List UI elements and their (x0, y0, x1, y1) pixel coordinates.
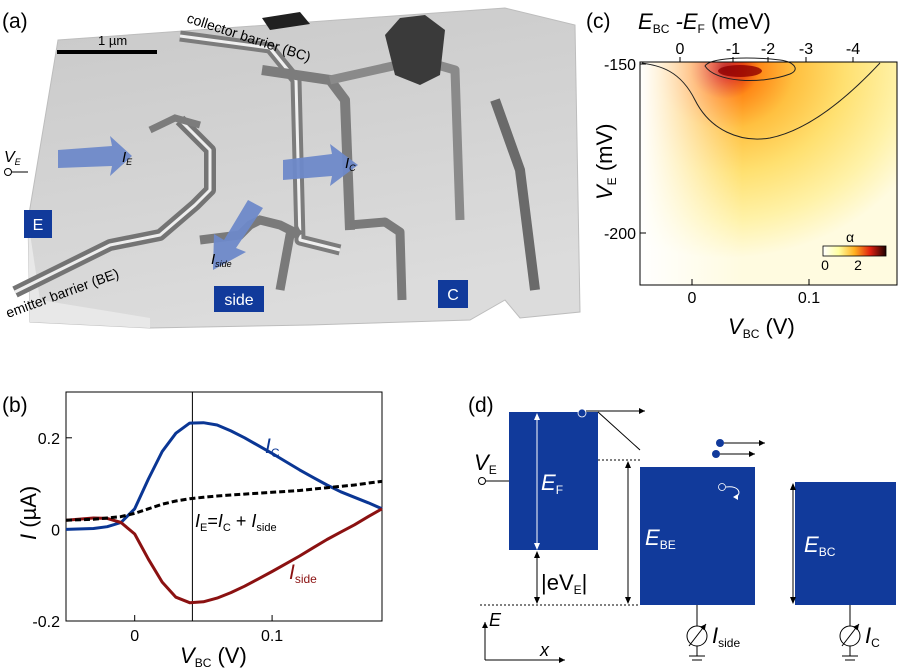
heatmap-peak (718, 65, 762, 77)
surface-defect-2 (262, 12, 310, 30)
plot-b-series (65, 421, 383, 605)
VE-contact (4, 168, 12, 176)
heatmap-contour-inner (704, 57, 796, 82)
y-tick-label: 0 (51, 522, 60, 539)
terminal-E: E (33, 217, 44, 234)
surface-defect (385, 15, 445, 85)
collector-block (795, 482, 896, 605)
series-label-IC: IC (265, 435, 280, 460)
EBC-label: EBC (804, 532, 836, 559)
emitter-notch (148, 114, 201, 134)
x-tick-0: 0 (688, 290, 697, 307)
x-tick-0.1: 0.1 (798, 290, 820, 307)
series-line-i-e (65, 479, 383, 522)
panel-a: (a) 1 µm collector barrier (BC) emitter … (2, 7, 581, 329)
heatmap-x-axis: 0 0.1 (688, 279, 820, 307)
eVE-label: |eVE| (541, 570, 587, 597)
arrow-Iside (213, 200, 263, 270)
terminal-C-box (438, 280, 468, 308)
y-tick-label: -0.2 (32, 614, 60, 631)
heatmap-contour-outer (641, 62, 881, 140)
top-tick-2: -2 (761, 41, 775, 58)
series-line-i-c (65, 421, 383, 531)
electron-reflected (718, 483, 726, 491)
side-channel-walls (275, 217, 407, 301)
EBE-label: EBE (645, 525, 676, 552)
series-label-IE: IE=IC + Iside (195, 511, 277, 534)
electron-top-1 (716, 439, 724, 447)
tunnel-slope (597, 411, 641, 451)
panel-b-tag: (b) (2, 394, 28, 417)
panel-c: (c) EBC -EF (meV) 0 -1 -2 -3 -4 -150 -20… (586, 9, 898, 341)
terminal-C: C (447, 287, 459, 304)
emitter-block (509, 412, 598, 550)
terminal-E-box (24, 210, 52, 238)
x-tick-label: 0 (130, 628, 139, 645)
d-IC-label: IC (865, 623, 880, 650)
axis-x-label: x (539, 640, 550, 660)
y-tick-150: -150 (604, 57, 636, 74)
y-tick-label: 0.2 (38, 431, 60, 448)
plot-frame (65, 391, 383, 622)
panel-c-tag: (c) (586, 10, 611, 33)
terminal-side-box (214, 286, 264, 312)
arrow-IE (58, 136, 132, 176)
surface-edge (28, 220, 150, 328)
arrow-IC (283, 144, 358, 186)
IC-label: IC (345, 155, 356, 173)
ammeter-side (686, 605, 708, 661)
d-Iside-label: Iside (712, 623, 740, 650)
plot-b-ticks: 0 0.1 -0.2 0 0.2 (32, 431, 283, 645)
x-tick-label: 0.1 (261, 628, 283, 645)
panel-b: (b) 0 0.1 -0.2 0 0.2 I (µA) VBC (V) IC Iside… (2, 391, 383, 669)
IE-label: IE (122, 149, 133, 167)
colorbar-title: α (846, 229, 854, 245)
series-label-Iside: Iside (289, 561, 317, 586)
d-VE-contact (478, 477, 486, 485)
top-axis: 0 -1 -2 -3 -4 (676, 41, 860, 62)
VE-label: VE (4, 149, 22, 167)
emitter-barrier-highlight (14, 118, 212, 294)
collector-gate-ridge (490, 98, 540, 291)
panel-d-tag: (d) (468, 394, 494, 417)
heatmap-y-axis: -150 -200 (604, 57, 646, 243)
panel-d: (d) EF |eVE| EBE EBC (468, 394, 896, 663)
heatmap-x-label: VBC (V) (728, 314, 795, 341)
d-VE-label: VE (474, 450, 497, 477)
gap (755, 482, 795, 605)
barrier-block (640, 467, 755, 605)
electron-emitter (577, 408, 587, 418)
electron-top-2 (712, 450, 720, 458)
ammeter-collector (839, 605, 861, 661)
EF-label: EF (541, 470, 563, 497)
Iside-label: Iside (211, 251, 232, 269)
heatmap-y-label: VE (mV) (592, 124, 619, 200)
y-tick-200: -200 (604, 226, 636, 243)
panel-a-tag: (a) (2, 10, 28, 33)
top-tick-1: -1 (726, 41, 740, 58)
scalebar-label: 1 µm (98, 33, 127, 48)
colorbar (822, 245, 887, 257)
top-tick-4: -4 (846, 41, 860, 58)
plot-b-y-label: I (µA) (16, 486, 41, 540)
colorbar-tick-2: 2 (854, 257, 862, 273)
colorbar-tick-0: 0 (821, 257, 829, 273)
plot-b-x-label: VBC (V) (180, 643, 247, 669)
terminal-side: side (224, 292, 253, 309)
series-line-i-side (65, 507, 383, 605)
top-tick-3: -3 (799, 41, 813, 58)
top-tick-0: 0 (676, 41, 685, 58)
axis-E-label: E (489, 610, 502, 630)
top-axis-label: EBC -EF (meV) (638, 9, 771, 36)
